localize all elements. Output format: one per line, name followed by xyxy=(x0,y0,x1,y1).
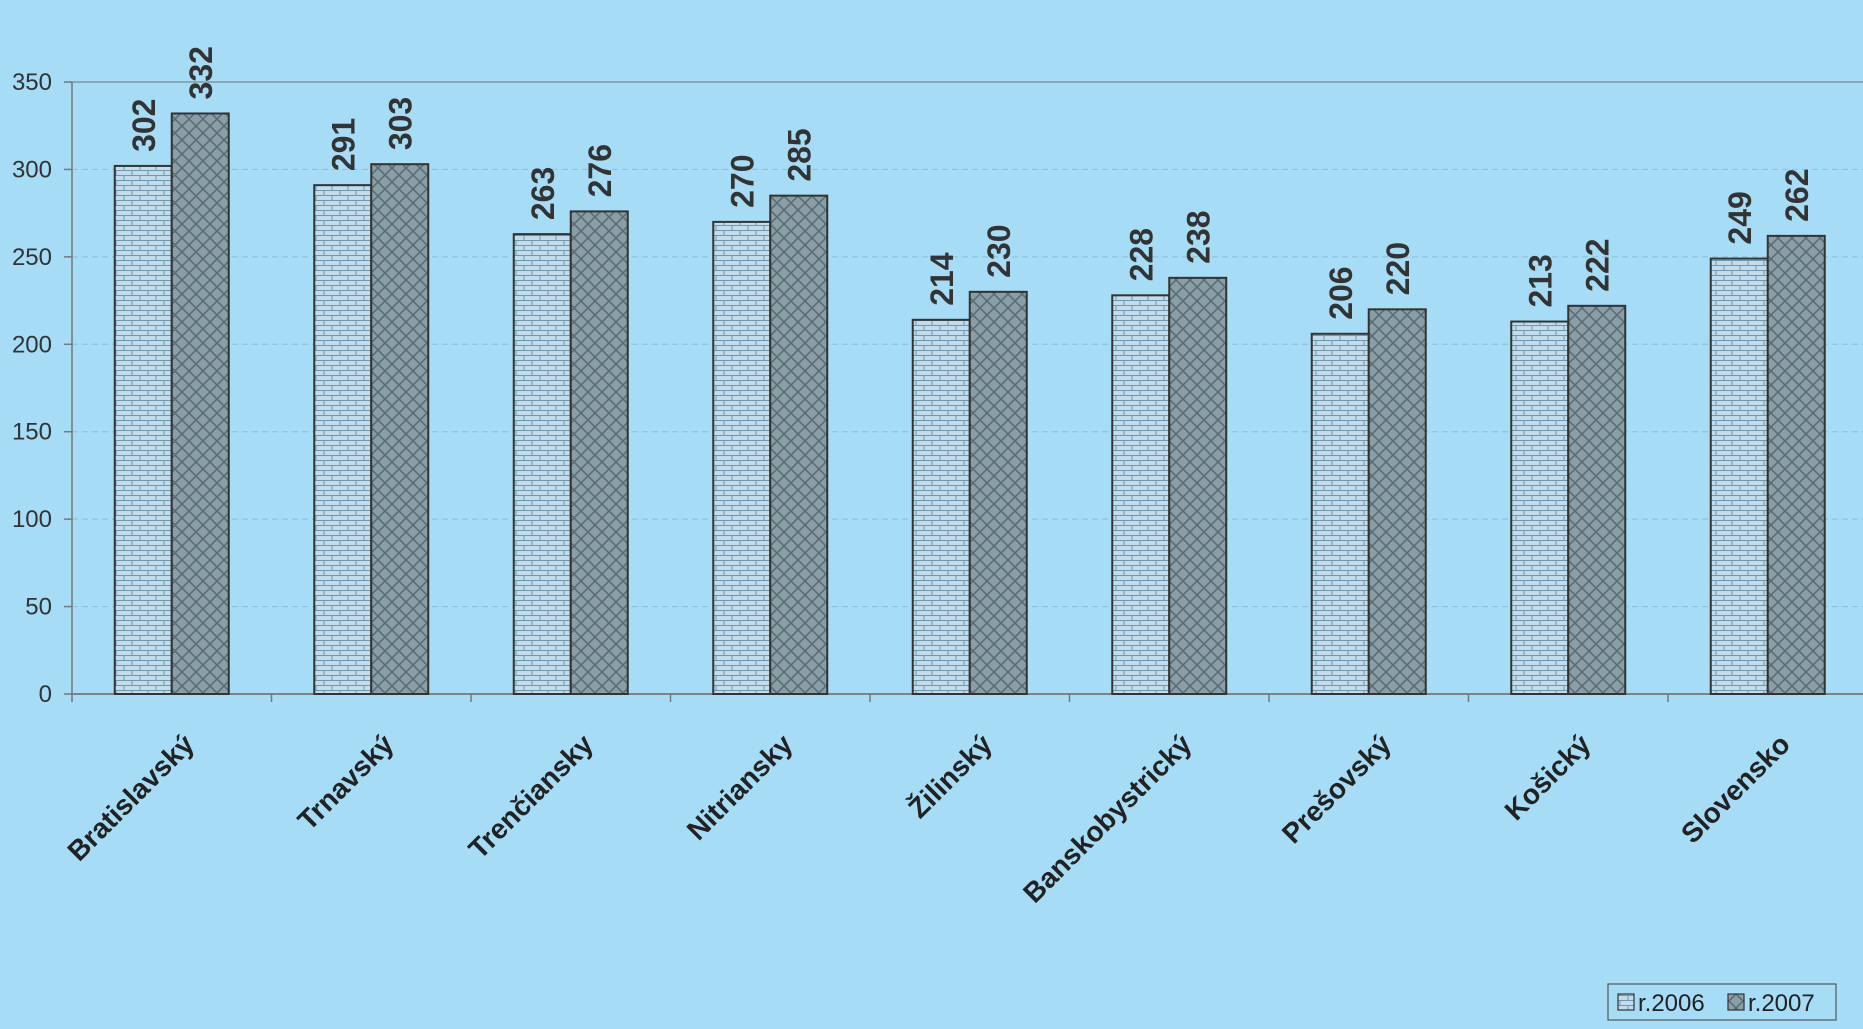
legend: r.2006 r.2007 xyxy=(1607,983,1837,1021)
data-label: 303 xyxy=(383,97,419,150)
data-label: 276 xyxy=(582,144,618,197)
y-tick-label: 50 xyxy=(25,594,52,621)
data-label: 285 xyxy=(782,128,818,181)
bar-r2006 xyxy=(113,164,173,695)
legend-label: r.2006 xyxy=(1638,990,1705,1017)
category-label: Bratislavský xyxy=(61,728,200,867)
bar-r2006 xyxy=(1111,294,1171,695)
y-tick-label: 150 xyxy=(12,419,52,446)
y-tick-label: 350 xyxy=(12,69,52,96)
y-tick-label: 0 xyxy=(39,681,52,708)
bar-r2007 xyxy=(769,194,829,696)
category-label: Trenčiansky xyxy=(463,728,600,865)
category-label: Banskobystrický xyxy=(1017,728,1198,909)
data-label: 213 xyxy=(1523,254,1559,307)
bar-r2006 xyxy=(1709,257,1769,695)
bar-r2006 xyxy=(512,233,572,696)
y-tick-label: 100 xyxy=(12,506,52,533)
bar-r2006 xyxy=(1310,332,1370,695)
category-label: Trnavský xyxy=(292,728,400,836)
bar-r2007 xyxy=(1367,308,1427,695)
bar-r2007 xyxy=(170,112,230,695)
data-label: 249 xyxy=(1722,191,1758,244)
data-label: 220 xyxy=(1380,242,1416,295)
bar-r2007 xyxy=(968,290,1028,695)
data-label: 302 xyxy=(126,99,162,152)
category-label: Košický xyxy=(1499,728,1597,826)
bar-r2006 xyxy=(1510,320,1570,695)
bar-r2007 xyxy=(370,163,430,695)
category-label: Prešovský xyxy=(1276,728,1397,849)
data-label: 206 xyxy=(1323,266,1359,319)
bar-r2006 xyxy=(712,220,772,695)
data-label: 262 xyxy=(1779,168,1815,221)
category-label: Slovensko xyxy=(1675,728,1796,849)
data-label: 238 xyxy=(1181,210,1217,263)
data-label: 291 xyxy=(326,118,362,171)
legend-swatch xyxy=(1727,993,1745,1011)
category-label: Nitriansky xyxy=(681,728,799,846)
data-label: 228 xyxy=(1124,228,1160,281)
legend-box xyxy=(1607,983,1837,1021)
bar-r2007 xyxy=(1168,276,1228,695)
data-label: 332 xyxy=(183,46,219,99)
data-label: 214 xyxy=(924,252,960,306)
bar-r2007 xyxy=(1766,234,1826,695)
bar-r2007 xyxy=(1567,304,1627,695)
bar-r2007 xyxy=(569,210,629,695)
category-label: Žilinský xyxy=(902,728,998,824)
bar-r2006 xyxy=(911,318,971,695)
y-tick-label: 300 xyxy=(12,156,52,183)
y-tick-label: 250 xyxy=(12,244,52,271)
legend-swatch xyxy=(1617,993,1635,1011)
data-label: 270 xyxy=(725,154,761,207)
y-tick-label: 200 xyxy=(12,331,52,358)
data-label: 263 xyxy=(525,167,561,220)
legend-label: r.2007 xyxy=(1748,990,1815,1017)
data-label: 222 xyxy=(1580,238,1616,291)
bar-r2006 xyxy=(313,184,373,695)
data-label: 230 xyxy=(981,224,1017,277)
